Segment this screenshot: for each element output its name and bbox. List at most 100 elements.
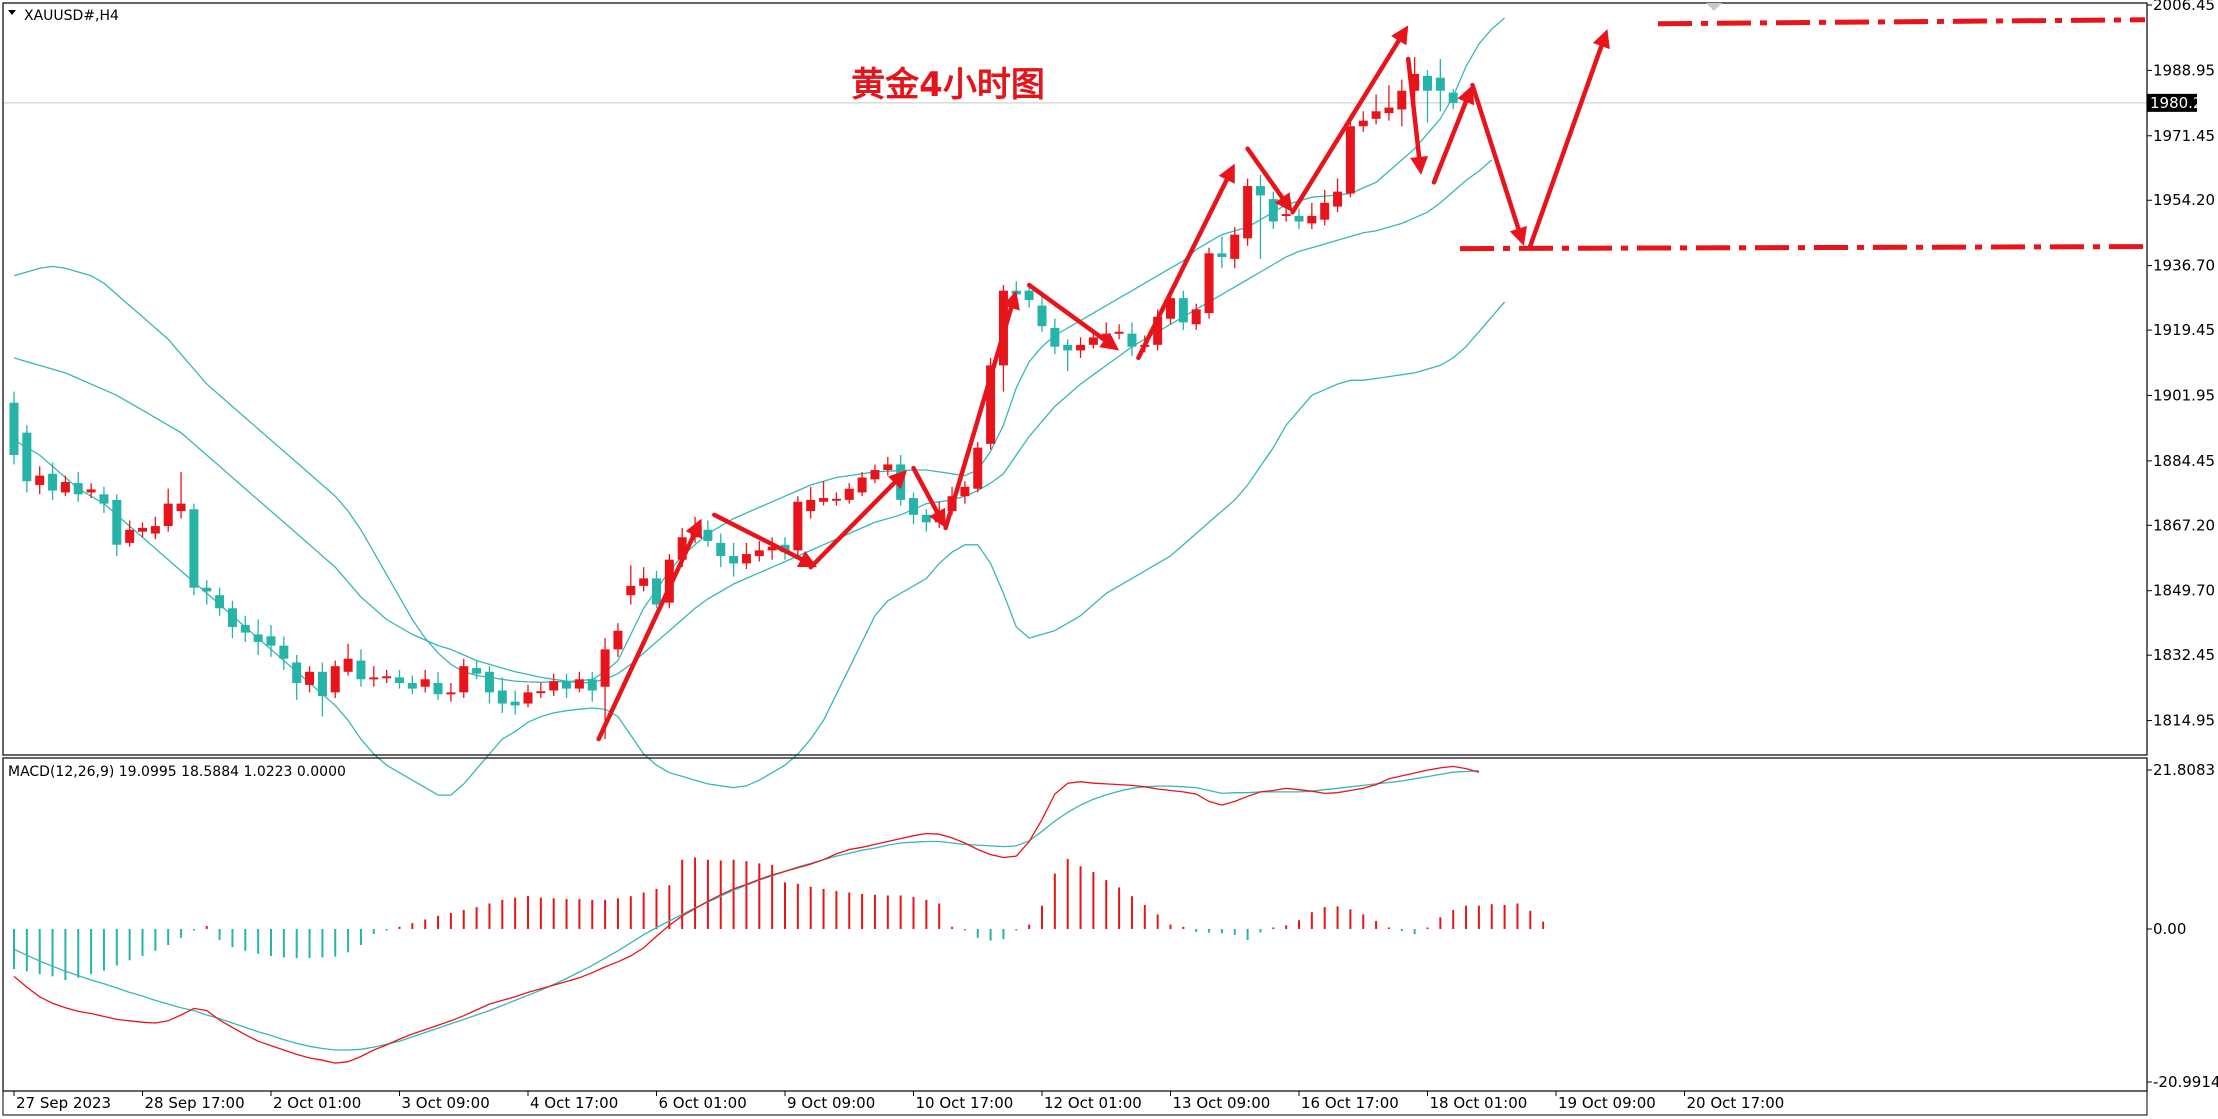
candle-body (1371, 111, 1381, 119)
macd-lines (13, 765, 1480, 1064)
trend-arrow (596, 518, 703, 742)
candle-body (9, 402, 19, 456)
candle (176, 471, 186, 519)
time-tick-label: 2 Oct 01:00 (273, 1094, 361, 1112)
candle-body (356, 660, 366, 680)
candle-body (35, 475, 45, 485)
trend-arrow-shaft (1245, 146, 1285, 200)
candle (472, 660, 482, 680)
trend-arrow-head (1391, 25, 1409, 46)
price-tick-label: 2006.45 (2153, 0, 2215, 14)
trend-arrow-head (888, 470, 908, 490)
price-tick-label: 1988.95 (2153, 61, 2215, 79)
candle-body (716, 542, 726, 556)
candle (613, 623, 623, 657)
candle (163, 488, 173, 532)
macd-main-line (13, 765, 1480, 1064)
scroll-marker-icon[interactable] (1706, 3, 1722, 11)
trend-arrow-head (685, 518, 703, 539)
macd-histogram (13, 857, 1545, 981)
candle (831, 492, 841, 506)
candle (227, 600, 237, 639)
macd-tick-label: 21.8083 (2153, 761, 2215, 779)
candle (459, 658, 469, 698)
candle (279, 636, 289, 670)
bollinger-middle-line (13, 159, 1493, 684)
trend-arrow (808, 470, 908, 570)
candle-body (1397, 90, 1407, 110)
chevron-down-icon[interactable] (8, 10, 16, 15)
candle-body (407, 683, 417, 689)
candle (138, 522, 147, 538)
candle (60, 475, 70, 497)
price-axis: 2006.45 1988.95 1971.45 1954.20 1936.70 1919.… (2147, 0, 2215, 730)
candle (1435, 58, 1445, 112)
trend-arrow (1026, 282, 1120, 351)
candle (343, 643, 353, 676)
candle (754, 541, 764, 562)
candle-body (112, 499, 122, 545)
candle-body (1307, 215, 1317, 224)
candle (1307, 202, 1317, 230)
time-tick-label: 18 Oct 01:00 (1430, 1094, 1528, 1112)
trend-arrow-shaft (943, 305, 1014, 531)
candle-body (202, 587, 212, 592)
symbol-header: XAUUSD#,H4 (8, 8, 119, 24)
candle (639, 567, 649, 592)
candle-body (1281, 214, 1291, 217)
candle-body (1410, 73, 1420, 91)
candle-body (973, 447, 983, 489)
candle (240, 615, 250, 642)
candle-body (1435, 77, 1445, 91)
candle (1191, 303, 1201, 330)
candle-body (1345, 126, 1355, 194)
candle-body (883, 464, 893, 471)
candle (1037, 294, 1047, 332)
candle (793, 496, 803, 556)
candle (202, 580, 212, 605)
candle (215, 587, 225, 616)
trend-arrow (1136, 163, 1235, 361)
candle (921, 509, 931, 532)
candle (664, 554, 674, 609)
candle-body (1230, 234, 1240, 259)
candle-body (163, 503, 173, 527)
time-tick-label: 10 Oct 17:00 (916, 1094, 1014, 1112)
trend-arrow (1470, 82, 1527, 246)
candle (73, 471, 83, 502)
candle (909, 492, 918, 525)
trend-arrow (911, 465, 946, 528)
candle-body (1166, 298, 1175, 319)
candle (1243, 178, 1253, 246)
price-tick-label: 1832.45 (2153, 646, 2215, 664)
candle (1423, 70, 1432, 123)
candle-body (921, 514, 931, 523)
current-price-label: 1980.26 (2150, 94, 2212, 112)
candle (48, 462, 58, 500)
candle (1294, 208, 1304, 230)
candle (369, 666, 379, 687)
candle-body (433, 683, 443, 695)
candle (1204, 247, 1214, 319)
price-tick-label: 1814.95 (2153, 712, 2215, 730)
candle-body (523, 692, 533, 704)
candle (1230, 227, 1240, 269)
annotations (596, 17, 2146, 742)
trend-arrow-shaft (1431, 99, 1469, 185)
candle (1448, 88, 1458, 110)
candle-body (497, 690, 507, 704)
candle-body (138, 527, 147, 532)
candle (626, 565, 636, 605)
macd-tick-label: 0.00 (2153, 920, 2186, 938)
candle-body (227, 608, 237, 627)
support-line (1459, 244, 2146, 252)
candle (356, 649, 366, 687)
time-tick-label: 20 Oct 17:00 (1687, 1094, 1785, 1112)
candle (729, 542, 739, 577)
candle (9, 391, 19, 465)
candle-body (446, 692, 456, 695)
candle (395, 669, 404, 689)
candle-body (305, 671, 315, 685)
candle-body (215, 595, 225, 609)
